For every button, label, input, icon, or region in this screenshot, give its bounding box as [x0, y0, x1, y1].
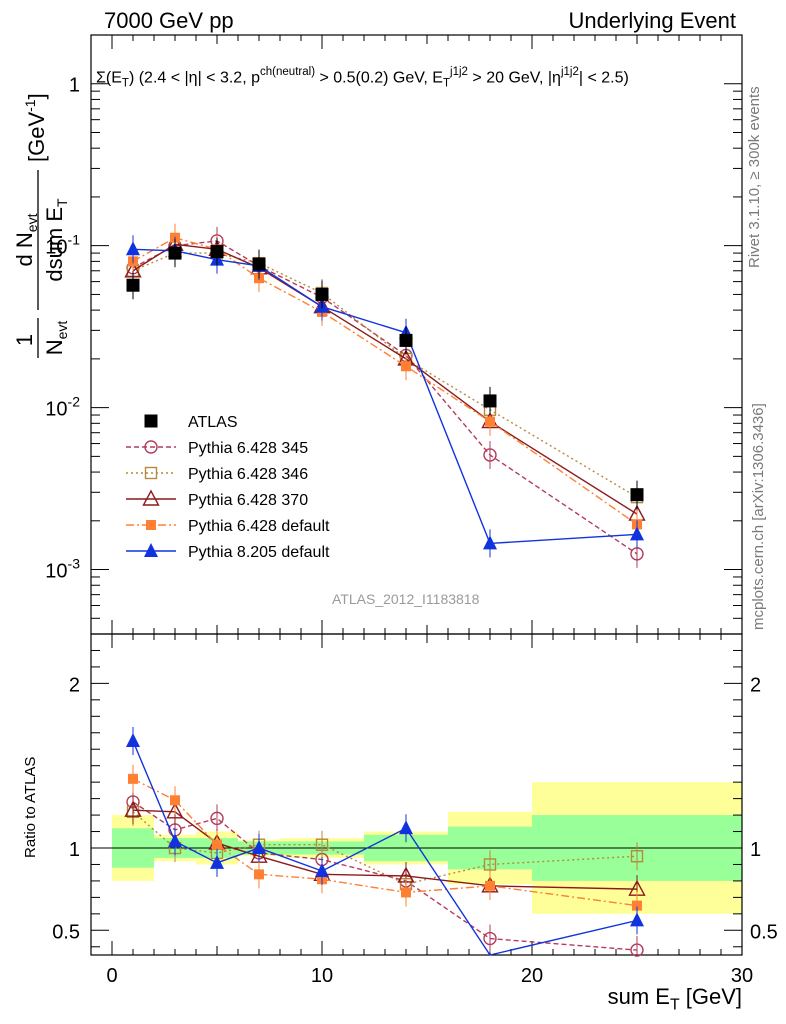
ratio-y-tick-label: 2	[750, 674, 761, 696]
ratio-point	[212, 839, 222, 850]
ratio-y-tick-label: 2	[69, 674, 80, 696]
ratio-point	[483, 931, 497, 946]
legend-item-pythia-8-205-default: Pythia 8.205 default	[126, 543, 330, 561]
ratio-point	[210, 811, 224, 826]
legend-marker	[146, 520, 156, 530]
main-series-pythia-6-428-370	[124, 230, 646, 529]
y-tick-label: 10-2	[45, 394, 80, 421]
x-axis-label: sum ET [GeV]	[607, 984, 742, 1014]
main-point	[630, 526, 644, 541]
ratio-point	[630, 943, 644, 957]
x-tick-label: 20	[521, 965, 543, 987]
main-point	[168, 246, 182, 260]
legend-item-atlas: ATLAS	[144, 414, 238, 431]
y-tick-label: 10-1	[45, 232, 80, 259]
ratio-line-pythia-8-205-default	[132, 740, 638, 956]
main-point	[483, 448, 497, 462]
main-line-pythia-6-428-370	[132, 243, 638, 515]
ratio-y-tick-label: 0.5	[750, 921, 778, 943]
legend-label: Pythia 6.428 default	[188, 518, 330, 535]
main-series-atlas	[126, 237, 644, 509]
x-tick-label: 10	[311, 965, 333, 987]
legend-label: Pythia 6.428 345	[188, 440, 308, 457]
ratio-point	[126, 733, 140, 747]
legend-label: ATLAS	[188, 414, 238, 431]
main-series-pythia-6-428-345	[126, 226, 644, 568]
legend-item-pythia-6-428-345: Pythia 6.428 345	[126, 440, 308, 457]
main-line-pythia-8-205-default	[132, 248, 638, 545]
ratio-point	[170, 795, 180, 806]
legend-marker	[144, 543, 158, 557]
x-tick-label: 0	[106, 965, 117, 987]
ratio-point	[315, 863, 329, 878]
legend-label: Pythia 6.428 346	[188, 466, 308, 483]
legend-item-pythia-6-428-default: Pythia 6.428 default	[126, 518, 330, 535]
ratio-point	[401, 887, 411, 898]
ratio-plot-frame	[90, 633, 743, 956]
ratio-point	[630, 850, 644, 863]
main-line-pythia-6-428-345	[132, 240, 638, 555]
y-tick-label: 1	[69, 75, 80, 97]
ratio-point	[168, 833, 182, 848]
main-point	[483, 535, 497, 550]
ratio-series-pythia-8-205-default	[126, 727, 644, 956]
y-tick-label: 10-3	[45, 556, 80, 583]
main-point	[252, 257, 266, 271]
main-point	[315, 287, 329, 301]
legend-item-pythia-6-428-346: Pythia 6.428 346	[126, 466, 308, 483]
ratio-point	[254, 869, 264, 880]
legend-marker	[144, 414, 158, 428]
main-point	[401, 361, 411, 372]
main-point	[483, 394, 497, 408]
ratio-point	[630, 912, 644, 927]
y-label-one: 1	[12, 334, 37, 346]
ratio-point	[166, 802, 184, 819]
y-label-dnevt: d Nevt	[12, 213, 40, 266]
process-label: Underlying Event	[568, 8, 736, 33]
ratio-y-tick-label: 1	[69, 839, 80, 861]
ratio-line-pythia-6-428-345	[132, 801, 638, 951]
main-line-pythia-6-428-default	[132, 236, 638, 525]
y-axis-label: 1 Nevt d Nevt dsum ET [GeV-1]	[12, 93, 70, 358]
analysis-id: ATLAS_2012_I1183818	[332, 591, 480, 607]
main-line-pythia-6-428-346	[132, 252, 638, 498]
main-point	[485, 416, 495, 427]
chart-title: Σ(ET) (2.4 < |η| < 3.2, pch(neutral) > 0…	[96, 66, 629, 90]
y-label-unit: [GeV-1]	[22, 93, 49, 162]
legend-marker	[144, 440, 158, 454]
ratio-point	[485, 880, 495, 891]
legend-marker	[144, 466, 158, 480]
legend-item-pythia-6-428-370: Pythia 6.428 370	[126, 489, 308, 509]
ratio-point	[124, 800, 142, 817]
legend-label: Pythia 6.428 370	[188, 492, 308, 509]
y-label-nevt: Nevt	[42, 321, 70, 356]
main-point	[399, 333, 413, 347]
energy-label: 7000 GeV pp	[104, 8, 234, 33]
ratio-y-tick-label: 0.5	[52, 921, 80, 943]
ratio-y-tick-label: 1	[750, 839, 761, 861]
ratio-point	[483, 858, 497, 871]
main-point	[126, 241, 140, 256]
legend: ATLAS Pythia 6.428 345 Pythia 6.428 346 Pyt…	[126, 414, 330, 561]
ratio-point	[399, 820, 413, 835]
ratio-point	[632, 900, 642, 911]
ratio-point	[128, 773, 138, 784]
y-label-dsum: dsum ET	[42, 198, 70, 282]
ratio-point	[210, 854, 224, 869]
legend-label: Pythia 8.205 default	[188, 544, 330, 561]
main-point	[210, 245, 224, 259]
main-series-pythia-8-205-default	[126, 235, 644, 558]
main-point	[630, 488, 644, 502]
main-point	[126, 278, 140, 292]
ratio-point	[315, 838, 329, 851]
ratio-point	[252, 840, 266, 854]
x-tick-label: 30	[731, 965, 753, 987]
legend-marker	[142, 489, 160, 506]
